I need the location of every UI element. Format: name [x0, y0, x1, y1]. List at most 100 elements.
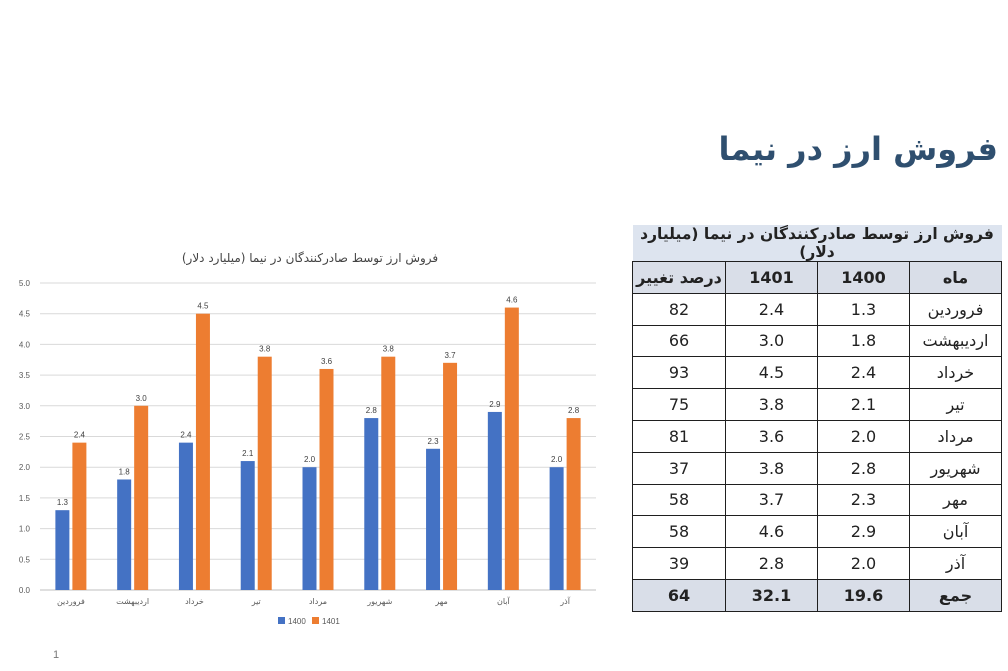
table-cell-change: 75 — [632, 388, 726, 421]
bar-1401 — [504, 307, 519, 590]
table-cell-month: اردیبهشت — [909, 324, 1002, 358]
table-cell-v1401: 3.6 — [725, 419, 818, 453]
slide-title: فروش ارز در نیما — [718, 130, 998, 168]
bar-1401 — [443, 362, 458, 590]
table-cell-month: مهر — [909, 483, 1002, 517]
data-label-1401: 3.6 — [321, 357, 333, 366]
data-label-1400: 2.3 — [427, 437, 439, 446]
y-tick-label: 2.0 — [19, 463, 31, 472]
table-cell-month: آذر — [909, 547, 1002, 580]
x-tick-label: شهریور — [366, 597, 392, 606]
table-cell-change: 39 — [632, 547, 726, 580]
table-row: آذر 2.0 2.8 39 — [632, 547, 1002, 580]
table-cell-month: خرداد — [909, 356, 1002, 390]
chart-data-labels: 1.3 2.4 1.8 3.0 2.4 4.5 2.1 3.8 2.0 3.6 2.8 3.8 2.3 3… — [57, 296, 580, 508]
y-tick-label: 0.0 — [19, 586, 31, 595]
y-tick-label: 3.0 — [19, 402, 31, 411]
bar-1401 — [257, 356, 272, 590]
table-cell-month: مرداد — [909, 419, 1002, 453]
table-cell-v1400: 2.8 — [817, 451, 910, 485]
data-label-1400: 2.1 — [242, 449, 254, 458]
table-cell-v1400: 1.3 — [817, 292, 910, 326]
data-label-1401: 3.0 — [136, 394, 148, 403]
y-axis-ticks: 0.0 0.5 1.0 1.5 2.0 2.5 3.0 3.5 4.0 4.5 5.0 — [19, 279, 31, 595]
table-row: اردیبهشت 1.8 3.0 66 — [632, 324, 1002, 358]
x-axis-ticks: فروردین اردیبهشت خرداد تیر مرداد شهریور مهر آبا… — [57, 596, 571, 606]
bar-1400 — [240, 461, 255, 590]
table-row: خرداد 2.4 4.5 93 — [632, 356, 1002, 390]
bar-1400 — [364, 418, 379, 590]
table-cell-change: 58 — [632, 483, 726, 517]
header-1401: 1401 — [725, 261, 818, 294]
data-label-1400: 2.0 — [304, 455, 316, 464]
chart-title: فروش ارز توسط صادرکنندگان در نیما (میلیا… — [182, 251, 438, 266]
table-cell-month: تیر — [909, 388, 1002, 421]
bar-1401 — [134, 405, 149, 590]
y-tick-label: 4.5 — [19, 310, 31, 319]
y-tick-label: 5.0 — [19, 279, 31, 288]
table-cell-v1400: 2.9 — [817, 515, 910, 549]
y-tick-label: 3.5 — [19, 371, 31, 380]
bar-chart-svg: فروش ارز توسط صادرکنندگان در نیما (میلیا… — [19, 251, 596, 626]
chart-gridlines — [40, 282, 596, 591]
table-row: مهر 2.3 3.7 58 — [632, 483, 1002, 517]
bar-1401 — [566, 418, 581, 590]
table-cell-v1401: 4.5 — [725, 356, 818, 390]
chart-bars — [55, 307, 581, 590]
table-cell-month: آبان — [909, 515, 1002, 549]
table-cell-month: فروردین — [909, 292, 1002, 326]
data-label-1400: 2.8 — [366, 406, 378, 415]
y-tick-label: 1.5 — [19, 494, 31, 503]
y-tick-label: 2.5 — [19, 433, 31, 442]
table-cell-v1400: 2.3 — [817, 483, 910, 517]
x-tick-label: تیر — [251, 597, 261, 606]
bar-1400 — [55, 510, 70, 590]
header-change: درصد تغییر — [632, 261, 726, 294]
data-label-1401: 2.4 — [74, 431, 86, 440]
bar-1400 — [487, 411, 502, 590]
x-tick-label: آبان — [497, 596, 511, 606]
x-tick-label: آذر — [559, 596, 570, 606]
x-tick-label: مرداد — [309, 597, 327, 606]
table-cell-change: 93 — [632, 356, 726, 390]
total-cell-change: 64 — [632, 578, 726, 612]
table-cell-v1401: 3.7 — [725, 483, 818, 517]
bar-1400 — [178, 442, 193, 590]
x-tick-label: خرداد — [185, 597, 204, 606]
legend-swatch-1401 — [312, 617, 319, 624]
x-tick-label: مهر — [434, 597, 447, 606]
table-cell-v1400: 2.0 — [817, 547, 910, 580]
data-label-1401: 4.6 — [506, 296, 518, 305]
x-tick-label: اردیبهشت — [116, 597, 149, 606]
table-cell-v1401: 2.4 — [725, 292, 818, 326]
table-cell-change: 82 — [632, 292, 726, 326]
bar-1401 — [319, 368, 334, 590]
bar-1401 — [72, 442, 87, 590]
legend-label-1401: 1401 — [322, 617, 340, 626]
legend-label-1400: 1400 — [288, 617, 306, 626]
bar-chart: فروش ارز توسط صادرکنندگان در نیما (میلیا… — [8, 240, 608, 640]
bar-1400 — [426, 448, 441, 590]
table-cell-change: 81 — [632, 419, 726, 453]
table-row: فروردین 1.3 2.4 82 — [632, 292, 1002, 326]
x-tick-label: فروردین — [57, 597, 85, 606]
table-cell-v1401: 4.6 — [725, 515, 818, 549]
bar-1401 — [195, 313, 210, 590]
table-row: تیر 2.1 3.8 75 — [632, 388, 1002, 421]
bar-1401 — [381, 356, 396, 590]
bar-1400 — [302, 467, 317, 590]
table-row: آبان 2.9 4.6 58 — [632, 515, 1002, 549]
legend-swatch-1400 — [278, 617, 285, 624]
table-cell-change: 37 — [632, 451, 726, 485]
data-table-container: فروش ارز توسط صادرکنندگان در نیما (میلیا… — [632, 225, 1002, 612]
table-cell-change: 58 — [632, 515, 726, 549]
data-label-1401: 3.8 — [383, 345, 395, 354]
table-cell-v1400: 2.1 — [817, 388, 910, 421]
table-cell-v1401: 2.8 — [725, 547, 818, 580]
table-total-row: جمع 19.6 32.1 64 — [632, 578, 1002, 612]
table-cell-change: 66 — [632, 324, 726, 358]
chart-legend: 1400 1401 — [278, 617, 340, 626]
bar-1400 — [117, 479, 132, 590]
header-month: ماه — [909, 261, 1002, 294]
page-number: 1 — [53, 649, 60, 661]
